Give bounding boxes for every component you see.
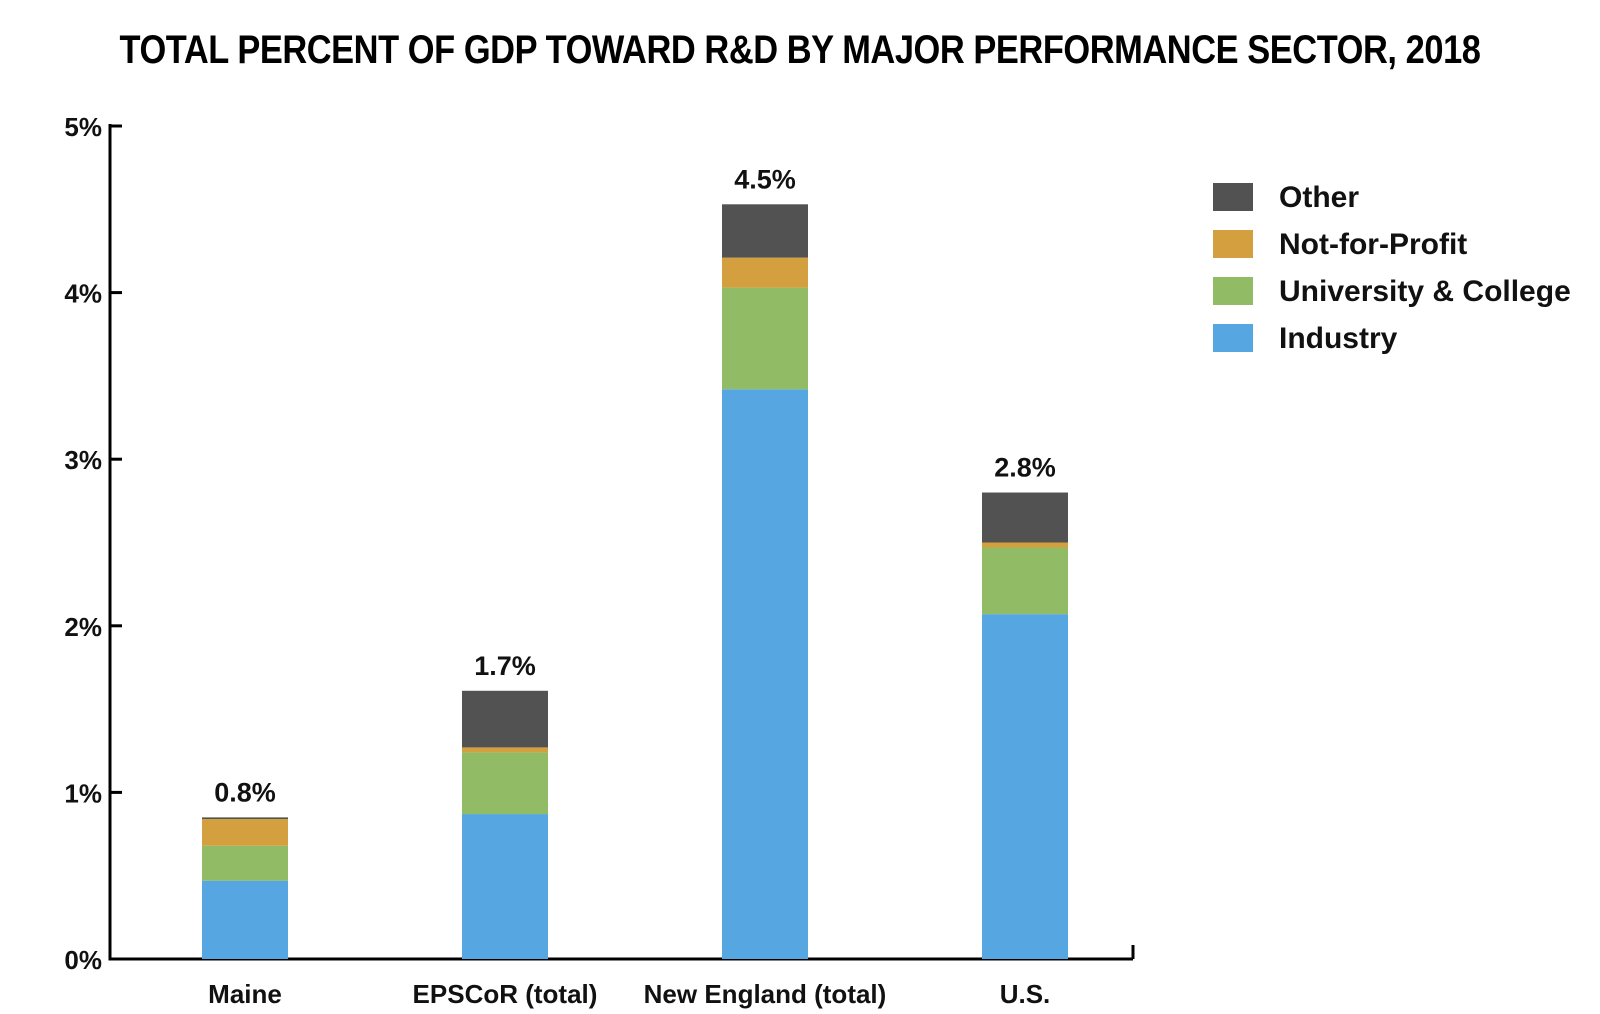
category-label: U.S.	[1000, 979, 1051, 1009]
bar-segment-industry	[722, 389, 808, 959]
y-axis: 0% 1% 2% 3% 4% 5%	[64, 112, 122, 975]
bar-total-label: 1.7%	[474, 651, 536, 681]
bar-segment-university-college	[462, 752, 548, 815]
bar-segment-industry	[202, 880, 288, 959]
category-label: New England (total)	[644, 979, 887, 1009]
y-tick-label: 1%	[64, 778, 102, 808]
legend-swatch	[1213, 230, 1253, 258]
bar-segment-not-for-profit	[722, 257, 808, 288]
bar-segment-university-college	[202, 845, 288, 881]
bar-segment-other	[722, 204, 808, 258]
legend-label: University & College	[1279, 275, 1571, 308]
legend-label: Industry	[1279, 322, 1398, 355]
legend: Other Not-for-Profit University & College I…	[1213, 181, 1571, 355]
legend-swatch	[1213, 324, 1253, 352]
y-tick-label: 4%	[64, 279, 102, 309]
bar-segment-other	[202, 817, 288, 820]
bar-segment-other	[462, 690, 548, 748]
chart-title: TOTAL PERCENT OF GDP TOWARD R&D BY MAJOR…	[119, 28, 1481, 72]
y-tick-label: 2%	[64, 612, 102, 642]
bar-segment-not-for-profit	[982, 542, 1068, 548]
category-label: Maine	[208, 979, 282, 1009]
bars-group	[202, 204, 1068, 959]
y-tick-label: 0%	[64, 945, 102, 975]
bar-total-label: 4.5%	[734, 164, 796, 194]
total-labels-group: 0.8% 1.7% 4.5% 2.8%	[214, 164, 1056, 807]
legend-swatch	[1213, 277, 1253, 305]
legend-label: Not-for-Profit	[1279, 228, 1467, 261]
bar-segment-industry	[982, 614, 1068, 959]
bar-total-label: 2.8%	[994, 453, 1056, 483]
bar-segment-other	[982, 492, 1068, 543]
y-tick-label: 5%	[64, 112, 102, 142]
category-labels-group: Maine EPSCoR (total) New England (total) U.…	[208, 979, 1050, 1009]
legend-swatch	[1213, 183, 1253, 211]
bar-segment-industry	[462, 814, 548, 959]
category-label: EPSCoR (total)	[413, 979, 598, 1009]
y-tick-label: 3%	[64, 445, 102, 475]
bar-segment-university-college	[982, 547, 1068, 615]
bar-segment-university-college	[722, 287, 808, 390]
bar-segment-not-for-profit	[462, 747, 548, 753]
bar-total-label: 0.8%	[214, 777, 276, 807]
legend-label: Other	[1279, 181, 1359, 214]
bar-segment-not-for-profit	[202, 819, 288, 846]
